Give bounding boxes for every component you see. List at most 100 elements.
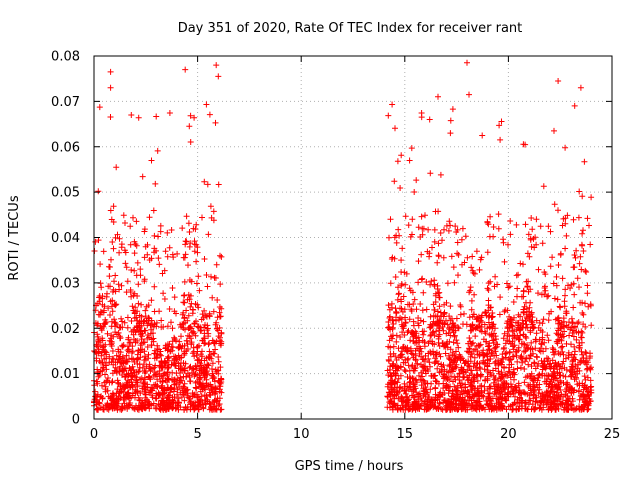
- data-point: [520, 141, 527, 148]
- data-point: [577, 84, 584, 91]
- data-point: [155, 370, 161, 377]
- data-point: [393, 357, 400, 363]
- data-point: [134, 351, 141, 358]
- data-point: [409, 289, 416, 296]
- data-point: [586, 222, 592, 229]
- data-point: [501, 378, 508, 384]
- data-point: [161, 267, 168, 274]
- data-point: [104, 290, 110, 297]
- data-point: [135, 300, 142, 307]
- data-point: [148, 387, 155, 394]
- data-point: [210, 217, 217, 224]
- data-point: [418, 395, 424, 401]
- data-point: [194, 244, 201, 251]
- data-point: [496, 311, 503, 318]
- data-point: [106, 263, 112, 270]
- data-point: [580, 386, 587, 393]
- data-point: [517, 332, 524, 339]
- data-point: [138, 375, 145, 382]
- data-point: [100, 346, 107, 353]
- data-point: [207, 392, 214, 399]
- data-point: [162, 248, 169, 255]
- data-point: [154, 383, 161, 390]
- data-point: [464, 377, 471, 384]
- data-point: [218, 253, 225, 260]
- data-point: [392, 274, 399, 280]
- data-point: [569, 395, 576, 402]
- data-point: [576, 344, 582, 351]
- data-point: [109, 348, 116, 354]
- data-point: [159, 375, 166, 382]
- data-point: [474, 389, 481, 396]
- data-point: [116, 333, 123, 340]
- data-point: [433, 378, 440, 385]
- data-point: [536, 386, 543, 393]
- data-point: [485, 287, 492, 293]
- data-point: [554, 384, 561, 391]
- data-point: [204, 181, 211, 188]
- data-point: [204, 283, 211, 290]
- y-tick-label: 0.08: [51, 50, 80, 65]
- data-point: [537, 402, 544, 408]
- data-point: [96, 104, 103, 111]
- data-point: [166, 306, 173, 312]
- data-point: [131, 373, 138, 380]
- data-point: [564, 393, 571, 399]
- data-point: [139, 385, 146, 392]
- data-point: [402, 281, 409, 288]
- data-point: [125, 403, 132, 410]
- data-point: [108, 216, 115, 223]
- data-point: [388, 384, 395, 391]
- data-point: [471, 360, 478, 367]
- data-point: [127, 339, 134, 346]
- data-point: [116, 367, 123, 374]
- data-point: [523, 321, 530, 328]
- data-point: [424, 389, 431, 396]
- data-point: [405, 327, 412, 334]
- data-point: [498, 359, 505, 366]
- data-point: [122, 260, 129, 267]
- data-point: [144, 344, 151, 350]
- data-point: [468, 387, 475, 393]
- data-point: [100, 248, 107, 255]
- data-point: [513, 387, 520, 394]
- data-point: [573, 376, 580, 382]
- data-point: [416, 390, 423, 397]
- data-point: [506, 283, 513, 290]
- data-point: [161, 386, 168, 393]
- data-point: [218, 375, 224, 382]
- data-point: [545, 292, 552, 299]
- data-point: [105, 305, 112, 312]
- data-point: [116, 353, 123, 360]
- data-point: [185, 312, 192, 319]
- data-point: [438, 406, 445, 412]
- data-point: [394, 296, 401, 303]
- data-point: [526, 397, 533, 404]
- data-point: [153, 323, 160, 330]
- data-point: [460, 374, 467, 381]
- data-point: [108, 256, 114, 263]
- data-point: [472, 405, 479, 412]
- data-point: [462, 384, 469, 391]
- data-point: [391, 378, 398, 385]
- data-point: [486, 393, 493, 400]
- data-point: [181, 278, 188, 285]
- data-point: [393, 391, 400, 398]
- data-point: [402, 319, 409, 326]
- data-point: [580, 355, 587, 361]
- data-point: [570, 304, 577, 311]
- data-point: [118, 360, 125, 366]
- data-point: [407, 337, 414, 344]
- data-point: [418, 402, 425, 409]
- data-point: [450, 329, 457, 336]
- data-point: [450, 359, 457, 366]
- data-point: [169, 325, 176, 332]
- data-point: [424, 397, 431, 404]
- data-point: [542, 283, 548, 290]
- data-point: [102, 388, 109, 395]
- data-point: [517, 364, 524, 371]
- data-point: [551, 394, 558, 401]
- data-point: [435, 208, 442, 215]
- data-point: [182, 319, 189, 326]
- data-point: [111, 301, 118, 308]
